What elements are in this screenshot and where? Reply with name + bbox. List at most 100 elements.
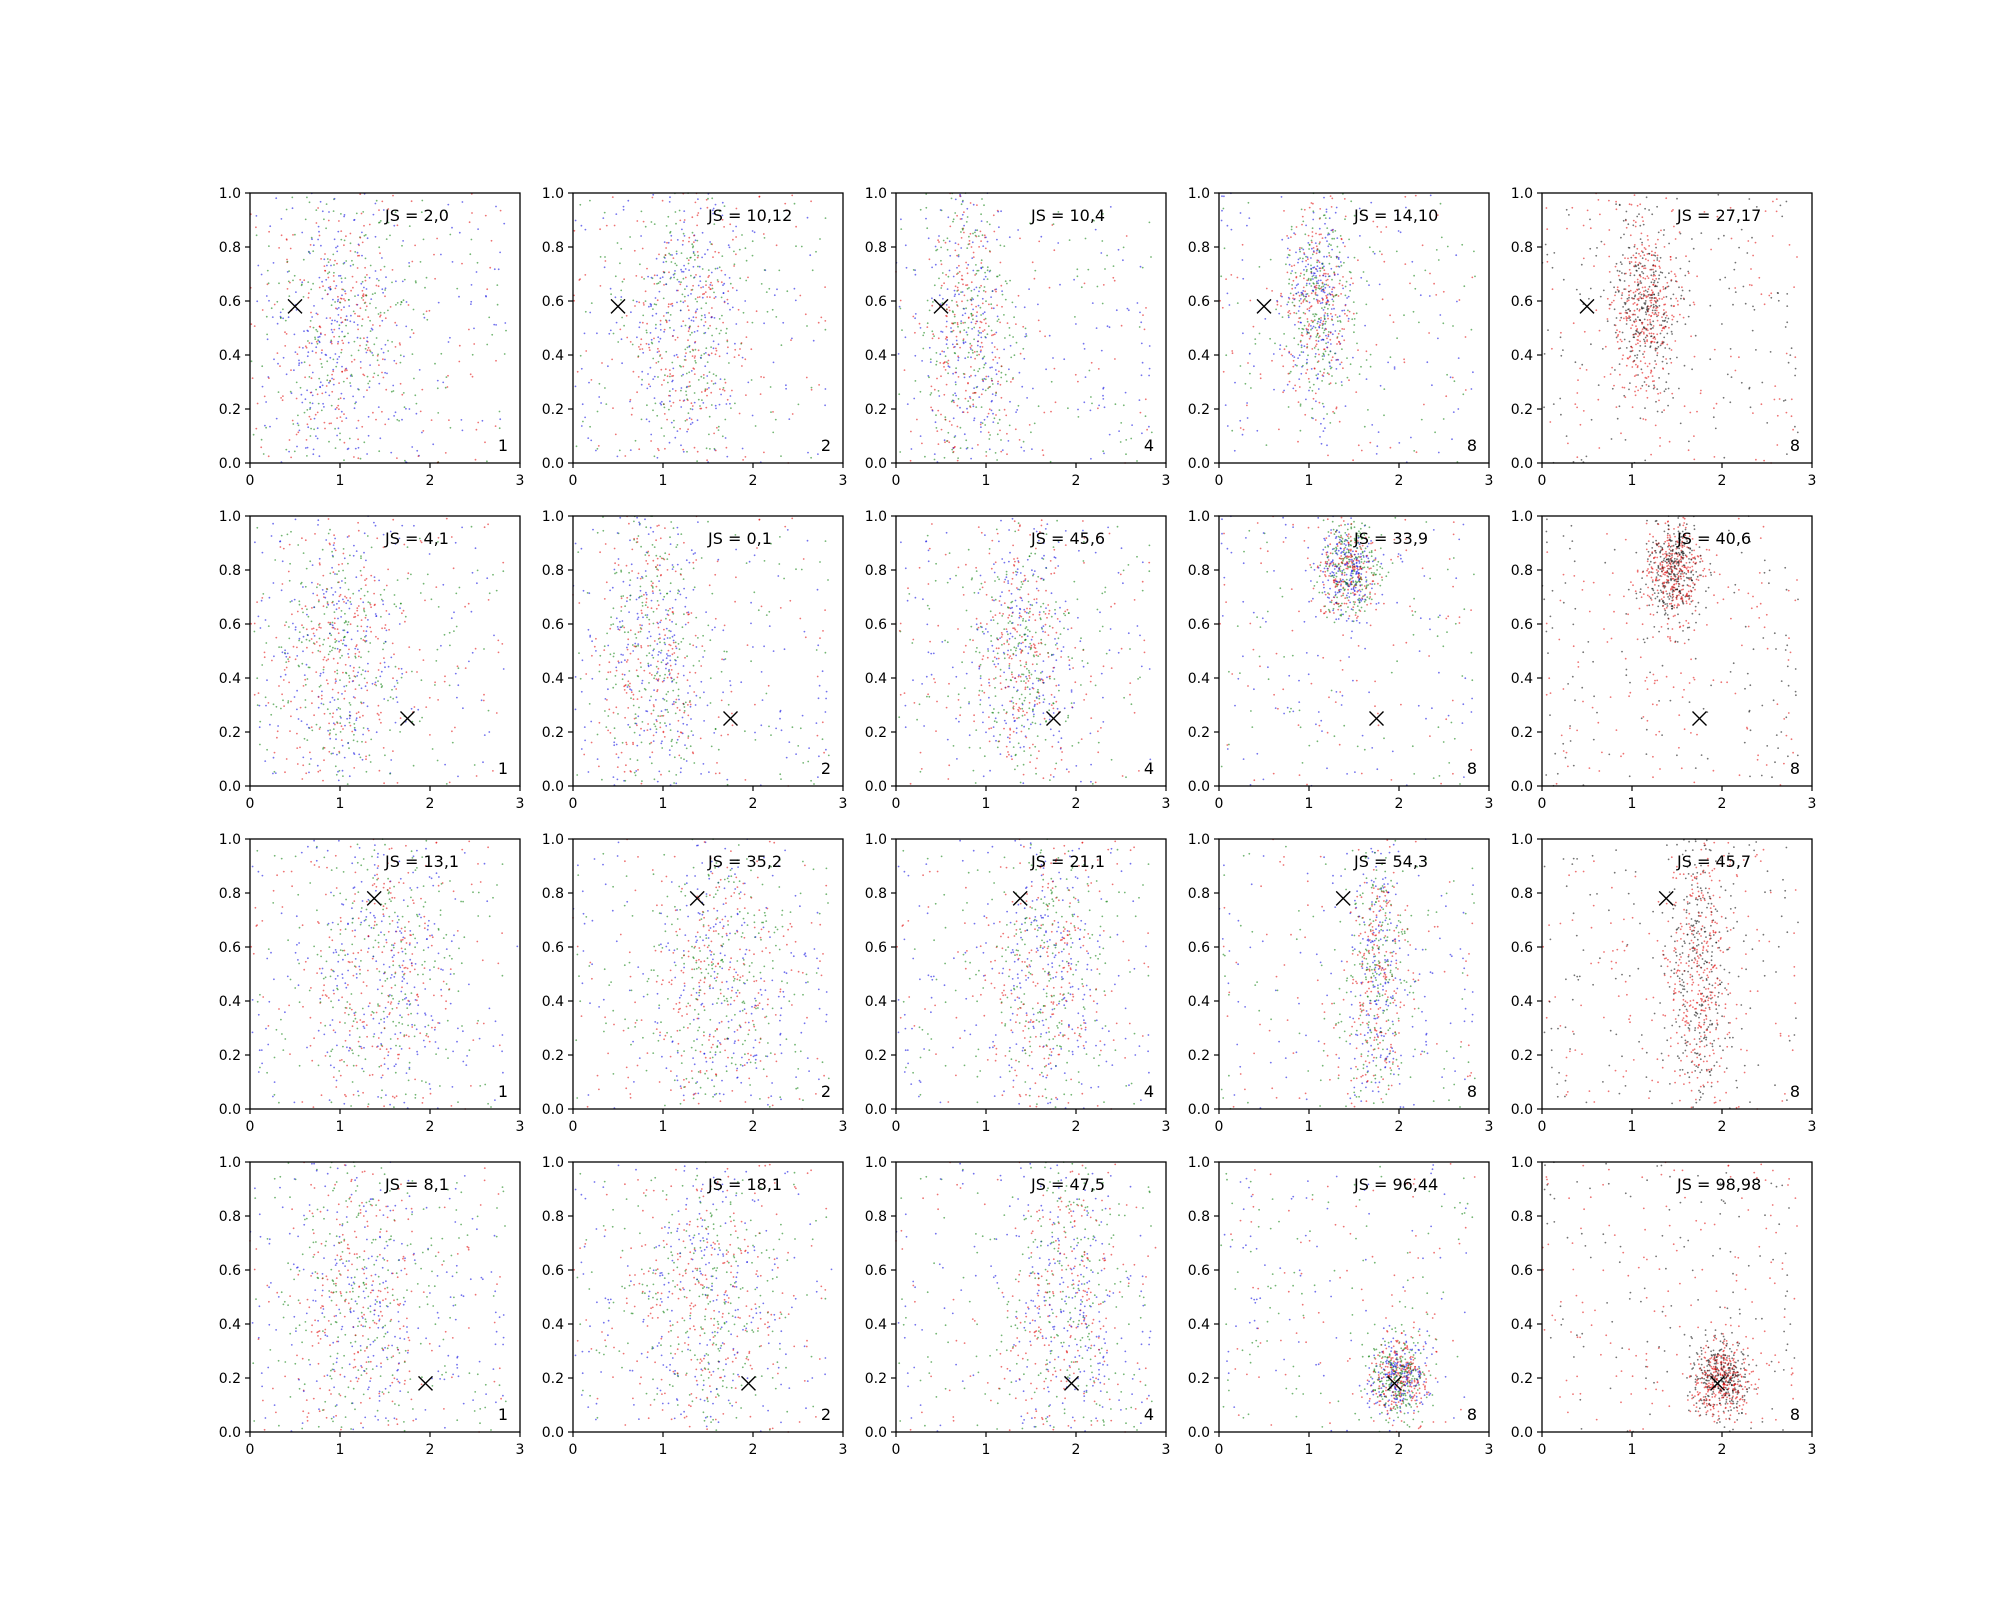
scatter-point bbox=[1613, 286, 1615, 289]
scatter-point bbox=[272, 582, 275, 584]
scatter-point bbox=[311, 628, 313, 630]
scatter-point bbox=[668, 319, 671, 322]
y-tick-label: 1.0 bbox=[865, 186, 887, 202]
scatter-point bbox=[389, 696, 392, 698]
scatter-point bbox=[323, 218, 325, 221]
scatter-point bbox=[1637, 342, 1639, 345]
scatter-point bbox=[320, 694, 323, 697]
scatter-point bbox=[378, 209, 380, 212]
scatter-point bbox=[760, 283, 763, 285]
scatter-point bbox=[962, 339, 965, 342]
scatter-point bbox=[713, 317, 716, 319]
scatter-point bbox=[1294, 271, 1297, 274]
scatter-point bbox=[287, 660, 290, 663]
scatter-point bbox=[590, 302, 593, 304]
scatter-point bbox=[986, 240, 989, 243]
scatter-point bbox=[1305, 255, 1307, 258]
scatter-point bbox=[335, 733, 337, 736]
scatter-point bbox=[339, 301, 342, 304]
scatter-point bbox=[981, 422, 984, 424]
scatter-point bbox=[403, 406, 406, 409]
scatter-point bbox=[714, 353, 717, 356]
scatter-point bbox=[1323, 269, 1326, 272]
scatter-point bbox=[943, 366, 945, 368]
scatter-point bbox=[1636, 357, 1638, 359]
scatter-point bbox=[407, 572, 410, 575]
scatter-point bbox=[1640, 232, 1643, 235]
scatter-point bbox=[354, 312, 356, 315]
scatter-point bbox=[655, 303, 658, 306]
scatter-point bbox=[1325, 328, 1327, 331]
scatter-point bbox=[1318, 335, 1321, 338]
scatter-point bbox=[982, 330, 984, 333]
scatter-point bbox=[1442, 322, 1445, 325]
scatter-point bbox=[921, 360, 923, 362]
y-tick-label: 0.0 bbox=[865, 456, 887, 472]
scatter-point bbox=[1300, 302, 1303, 305]
scatter-point bbox=[1637, 331, 1640, 334]
scatter-point bbox=[363, 302, 366, 304]
scatter-point bbox=[354, 655, 357, 658]
scatter-point bbox=[674, 262, 677, 265]
scatter-point bbox=[667, 241, 670, 244]
scatter-point bbox=[1021, 385, 1024, 388]
scatter-point bbox=[1650, 332, 1653, 335]
scatter-point bbox=[1067, 407, 1069, 410]
scatter-point bbox=[611, 358, 613, 361]
scatter-point bbox=[1278, 312, 1281, 315]
scatter-point bbox=[1437, 259, 1440, 261]
scatter-point bbox=[299, 386, 302, 389]
scatter-point bbox=[972, 399, 974, 401]
scatter-point bbox=[1664, 317, 1667, 319]
scatter-point bbox=[460, 419, 463, 421]
scatter-point bbox=[735, 289, 738, 292]
scatter-point bbox=[967, 243, 970, 246]
scatter-point bbox=[1150, 431, 1153, 434]
scatter-point bbox=[733, 265, 735, 267]
scatter-point bbox=[1324, 272, 1327, 275]
scatter-point bbox=[1293, 304, 1295, 307]
scatter-point bbox=[1633, 274, 1636, 277]
scatter-point bbox=[335, 680, 337, 683]
scatter-point bbox=[286, 260, 289, 263]
scatter-point bbox=[584, 274, 587, 276]
scatter-point bbox=[700, 286, 702, 289]
scatter-point bbox=[358, 254, 361, 257]
scatter-point bbox=[385, 276, 387, 279]
scatter-point bbox=[334, 287, 337, 290]
scatter-point bbox=[931, 297, 933, 300]
scatter-point bbox=[1282, 391, 1284, 394]
scatter-point bbox=[290, 392, 293, 395]
scatter-point bbox=[1022, 440, 1025, 443]
scatter-point bbox=[945, 383, 948, 386]
scatter-point bbox=[1302, 248, 1305, 251]
scatter-point bbox=[1654, 312, 1657, 314]
scatter-point bbox=[1230, 274, 1233, 276]
scatter-point bbox=[1108, 433, 1111, 436]
scatter-point bbox=[669, 375, 671, 378]
scatter-point bbox=[1313, 283, 1315, 285]
y-tick-label: 0.2 bbox=[542, 402, 564, 418]
scatter-point bbox=[1562, 278, 1565, 281]
scatter-point bbox=[942, 239, 945, 242]
scatter-point bbox=[676, 301, 678, 304]
scatter-point bbox=[366, 389, 368, 392]
scatter-point bbox=[1236, 302, 1239, 304]
scatter-point bbox=[355, 401, 357, 404]
scatter-point bbox=[714, 404, 717, 407]
scatter-point bbox=[316, 330, 319, 333]
scatter-point bbox=[315, 388, 317, 391]
scatter-point bbox=[686, 257, 688, 260]
scatter-point bbox=[1644, 207, 1646, 210]
scatter-point bbox=[957, 282, 960, 284]
scatter-point bbox=[1722, 396, 1725, 399]
scatter-point bbox=[337, 314, 340, 316]
scatter-point bbox=[1769, 351, 1772, 353]
scatter-point bbox=[1293, 356, 1296, 358]
scatter-point bbox=[665, 320, 668, 322]
scatter-point bbox=[385, 388, 388, 391]
scatter-point bbox=[709, 324, 711, 327]
scatter-point bbox=[442, 381, 445, 384]
scatter-point bbox=[659, 280, 661, 283]
